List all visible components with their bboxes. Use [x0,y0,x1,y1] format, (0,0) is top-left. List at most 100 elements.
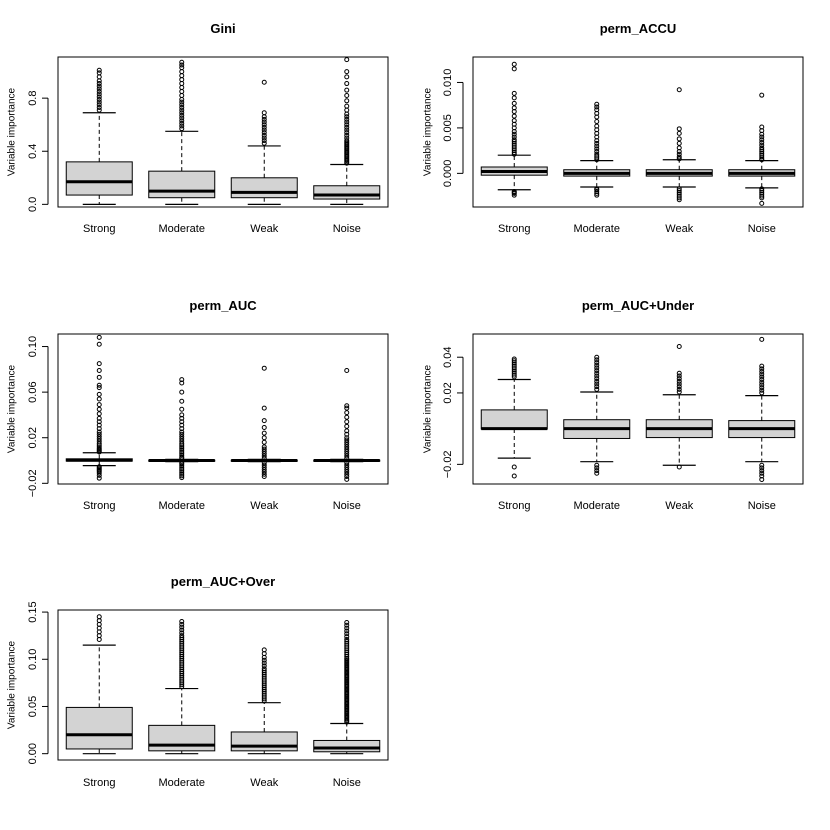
outlier-point [344,628,350,634]
outlier-point [594,149,600,155]
outlier-point [344,638,350,644]
outlier-point [261,467,267,473]
outlier-point [344,431,350,437]
outlier-point [759,137,765,143]
x-tick-label: Strong [498,500,530,512]
outlier-point [179,126,185,132]
box-iqr [313,739,381,753]
box-iqr [313,185,381,200]
outlier-point [344,631,350,637]
outlier-point [179,447,185,453]
x-tick-label: Weak [665,223,693,235]
outlier-point [261,451,267,457]
outlier-point [344,419,350,425]
outlier-point [179,115,185,121]
outlier-point [594,143,600,149]
y-tick-label: 0.02 [442,382,454,403]
outlier-point [344,444,350,450]
outlier-point [344,410,350,416]
outlier-point [344,132,350,138]
outlier-point [96,614,102,620]
outlier-point [261,668,267,674]
outlier-point [261,135,267,141]
outlier-point [344,107,350,113]
outlier-point [179,469,185,475]
y-tick-label: 0.06 [27,381,39,402]
outlier-point [344,636,350,642]
box-iqr [480,409,548,430]
outlier-point [96,429,102,435]
outlier-point [179,440,185,446]
outlier-point [344,414,350,420]
chart-panel-3: perm_AUC −0.02 0.02 0.06 0.10 Variable import… [7,298,389,512]
x-tick-label: Weak [250,777,278,789]
outlier-point [96,391,102,397]
outlier-point [179,460,185,466]
outlier-point [594,370,600,376]
outlier-point [594,362,600,368]
outlier-point [96,94,102,100]
outlier-point [676,140,682,146]
outlier-point [344,138,350,144]
outlier-point [759,462,765,468]
y-tick-label: 0.15 [27,601,39,622]
outlier-point [511,139,517,145]
outlier-point [511,90,517,96]
outlier-point [179,99,185,105]
outlier-point [179,633,185,639]
outlier-point [594,146,600,152]
outlier-point [344,464,350,470]
outlier-point [759,363,765,369]
outlier-point [344,81,350,87]
outlier-point [261,448,267,454]
outlier-point [511,358,517,364]
outlier-point [96,89,102,95]
outlier-point [344,469,350,475]
y-tick-label: −0.02 [442,450,454,478]
outlier-point [344,111,350,117]
outlier-point [676,373,682,379]
outlier-point [511,61,517,67]
outlier-point [261,424,267,430]
outlier-point [594,123,600,129]
outlier-point [759,371,765,377]
box-iqr [148,724,216,752]
outlier-point [344,92,350,98]
outlier-point [511,66,517,72]
box-strong [65,614,133,755]
outlier-point [261,657,267,663]
outlier-point [344,127,350,133]
box-weak [230,79,298,205]
outlier-point [759,470,765,476]
outlier-point [344,428,350,434]
y-tick-label: 0.005 [442,114,454,142]
outlier-point [261,138,267,144]
y-axis-label: Variable importance [423,364,434,453]
outlier-point [511,105,517,111]
outlier-point [344,476,350,482]
outlier-point [676,464,682,470]
outlier-point [179,62,185,68]
outlier-point [344,446,350,452]
outlier-point [759,374,765,380]
outlier-point [179,107,185,113]
y-tick-label: 0.05 [27,696,39,717]
y-tick-label: 0.000 [442,160,454,188]
y-tick-label: 0.10 [27,336,39,357]
x-tick-label: Moderate [159,223,205,235]
outlier-point [96,464,102,470]
outlier-point [676,188,682,194]
outlier-point [759,369,765,374]
outlier-point [344,453,350,459]
outlier-point [179,120,185,126]
outlier-point [96,402,102,408]
x-tick-label: Noise [333,223,361,235]
outlier-point [759,186,765,192]
outlier-point [594,381,600,387]
box-weak [645,87,713,203]
outlier-point [261,116,267,122]
outlier-point [511,95,517,101]
outlier-point [676,378,682,384]
outlier-point [96,415,102,421]
